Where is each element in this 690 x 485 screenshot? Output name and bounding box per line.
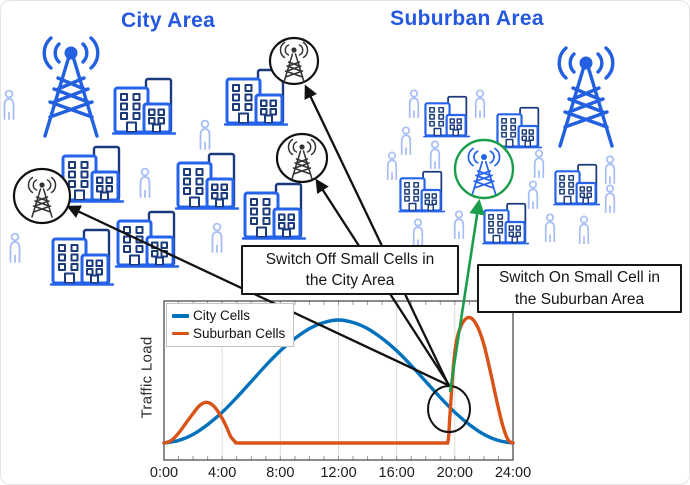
building-icon [49,228,115,286]
x-tick-label: 0:00 [149,465,179,481]
person-icon [474,89,486,119]
small-cell-circle [12,167,72,225]
city-cells-line-swatch [172,313,189,318]
person-icon [211,222,223,253]
small-cell-icon [268,36,320,86]
person-icon [429,140,441,170]
switch-off-arrow [66,205,451,388]
small-cell-circle [275,132,329,184]
x-tick-label: 20:00 [436,465,473,481]
small-cell-circle [268,36,320,86]
switch-off-line2: the City Area [305,272,395,289]
cell-tower-icon [557,46,615,148]
switch-on-line1: Switch On Small Cell in [498,269,661,287]
plot-border [163,300,514,461]
x-tick-label: 12:00 [320,465,357,481]
building-icon [481,202,530,245]
suburban-cells-line-swatch [172,331,189,336]
switch-off-callout: Switch Off Small Cells in the City Area [241,245,459,295]
small-cell-icon [453,138,515,200]
x-tick-label: 24:00 [494,465,532,481]
chart-legend: City Cells Suburban Cells [166,303,295,348]
person-icon [9,232,21,263]
switch-off-line1: Switch Off Small Cells in [265,250,435,268]
person-icon [412,218,424,248]
series-line-city-cells [162,318,515,445]
building-icon [111,77,177,135]
series-line-suburban-cells [162,315,515,445]
person-icon [400,126,412,156]
small-cell-circle-green [453,138,515,200]
person-icon [544,213,556,243]
person-icon [578,215,590,245]
switch-on-line2: the Suburban Area [514,290,645,308]
building-icon [174,152,240,210]
person-icon [527,180,539,210]
person-icon [139,167,151,198]
x-tick-label: 8:00 [266,465,295,481]
x-tick-label: 16:00 [378,465,415,481]
legend-label: City Cells [193,308,251,323]
building-icon [397,170,446,213]
cell-tower-icon [42,36,100,138]
y-axis-label: Traffic Load [138,336,156,419]
small-cell-icon [12,167,72,225]
x-tick-label: 4:00 [208,465,237,481]
legend-item-suburban-cells: Suburban Cells [172,325,285,343]
city-area-title: City Area [120,9,216,32]
switch-off-arrow [304,84,450,385]
building-icon [114,210,180,268]
person-icon [533,149,545,179]
switch-on-arrow [448,198,485,393]
person-icon [604,155,616,185]
legend-label: Suburban Cells [193,325,286,341]
person-icon [199,119,211,150]
small-cell-icon [275,132,329,184]
building-icon [494,106,543,149]
suburban-area-title: Suburban Area [390,7,544,30]
switch-on-callout: Switch On Small Cell in the Suburban Are… [477,264,682,313]
building-icon [241,182,307,240]
person-icon [604,184,616,214]
person-icon [386,151,398,181]
building-icon [552,163,601,206]
legend-item-city-cells: City Cells [172,307,285,325]
small-cells-layer [12,36,515,225]
person-icon [3,89,15,120]
building-icon [422,95,471,138]
person-icon [408,89,420,119]
person-icon [453,210,465,240]
